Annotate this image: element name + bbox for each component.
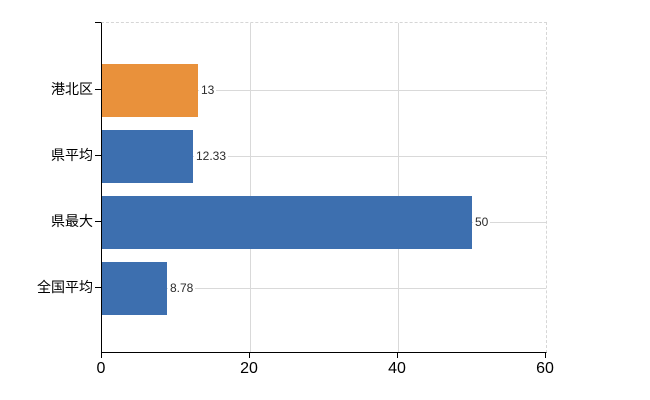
x-tick-label: 20 [240, 360, 258, 377]
category-label: 港北区 [51, 81, 93, 97]
plot-area: 13 12.33 50 8.78 [101, 22, 547, 353]
bar-value-label: 50 [473, 213, 491, 231]
category-label: 県平均 [51, 147, 93, 163]
x-axis-tick [397, 352, 398, 358]
x-axis-tick [101, 352, 102, 358]
y-axis-tick [95, 221, 101, 222]
y-axis-tick [95, 89, 101, 90]
bar-value-label: 12.33 [194, 147, 229, 165]
bar-value-label: 8.78 [168, 279, 196, 297]
x-tick-label: 0 [96, 360, 106, 377]
bar [102, 64, 198, 117]
bar-value-label: 13 [199, 81, 217, 99]
x-gridline [398, 23, 399, 352]
bar [102, 262, 167, 315]
y-gridline [102, 288, 546, 289]
x-tick-label: 40 [388, 360, 406, 377]
y-gridline [102, 156, 546, 157]
x-gridline [250, 23, 251, 352]
category-label: 全国平均 [37, 279, 93, 295]
x-tick-label: 60 [536, 360, 554, 377]
category-label: 県最大 [51, 213, 93, 229]
y-gridline [102, 90, 546, 91]
y-axis-top-tick [95, 22, 101, 23]
y-axis-tick [95, 155, 101, 156]
x-axis-tick [545, 352, 546, 358]
x-axis-tick [249, 352, 250, 358]
bar [102, 130, 193, 183]
y-axis-tick [95, 287, 101, 288]
bar [102, 196, 472, 249]
